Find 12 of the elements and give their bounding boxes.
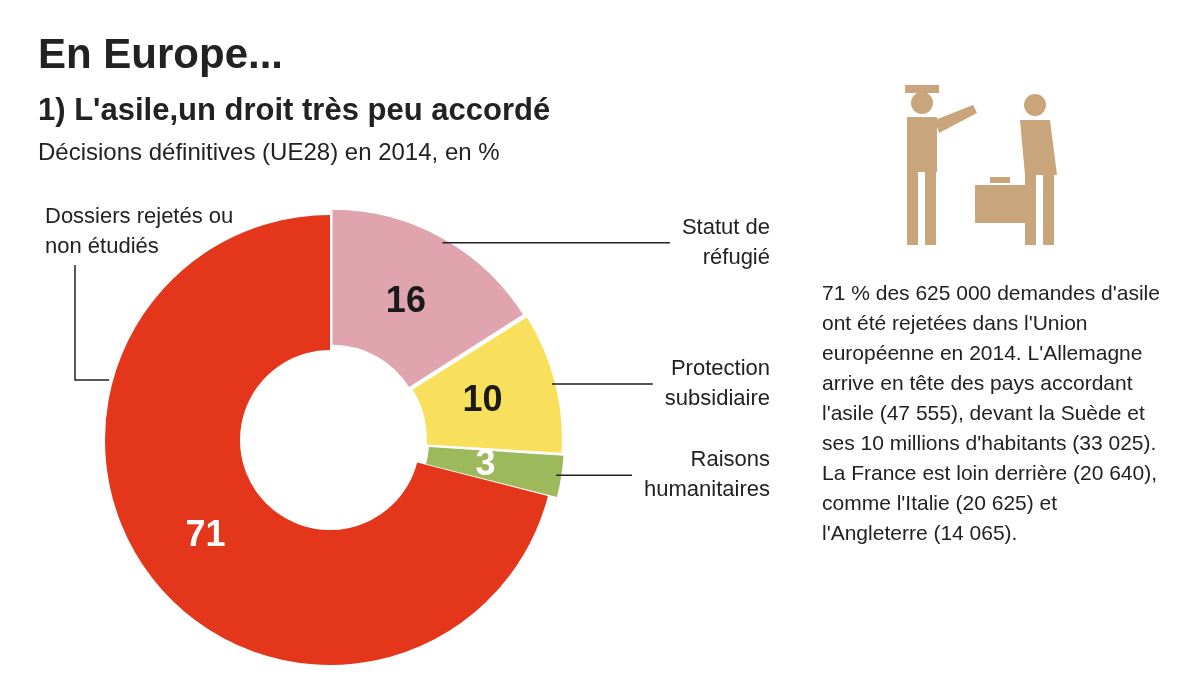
text: 71 % des 625 000 demandes d'asile ont été rejetées dans l'Union européenne en 2014. L'Allemagne arrive en tête des pays accordant l'asile (47 555), devant la Suède et ses 10 millions d'habitants (33 025). La France est loin derrière (20 640), comme l'Italie (20 625) et l'Angleterre (14 065). bbox=[822, 281, 1160, 544]
slice-label: Dossiers rejetés ou non étudiés bbox=[45, 203, 234, 259]
data-label: 71 bbox=[185, 513, 226, 555]
data-label: 16 bbox=[385, 278, 426, 320]
data-label: 10 bbox=[462, 377, 503, 419]
slice-label: Raisons humanitaires bbox=[644, 446, 770, 502]
text: Décisions définitives (UE28) en 2014, en % bbox=[38, 138, 500, 166]
chart-title: En Europe... bbox=[38, 30, 284, 78]
chart-subtitle: 1) L'asile,un droit très peu accordé bbox=[38, 92, 551, 128]
data-label: 3 bbox=[475, 441, 496, 483]
slice-label: Statut de réfugié bbox=[681, 213, 770, 269]
slice-label: Protection subsidiaire bbox=[664, 355, 770, 411]
